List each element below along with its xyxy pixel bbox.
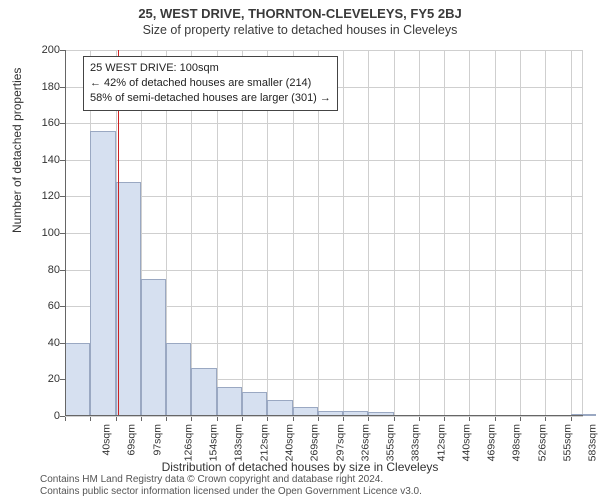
gridline-h — [65, 416, 583, 417]
x-tick-label: 40sqm — [101, 424, 113, 456]
gridline-h — [65, 270, 583, 271]
plot-area: 25 WEST DRIVE: 100sqm ← 42% of detached … — [65, 50, 583, 416]
x-tick-label: 326sqm — [359, 424, 371, 461]
x-axis-label: Distribution of detached houses by size … — [0, 460, 600, 474]
gridline-v — [394, 50, 395, 416]
gridline-v — [444, 50, 445, 416]
gridline-h — [65, 50, 583, 51]
gridline-v — [545, 50, 546, 416]
y-tick-label: 180 — [5, 81, 60, 93]
x-tick-label: 469sqm — [486, 424, 498, 461]
x-tick-label: 440sqm — [460, 424, 472, 461]
x-tick-label: 69sqm — [126, 424, 138, 456]
y-tick-label: 120 — [5, 190, 60, 202]
footer-line-1: Contains HM Land Registry data © Crown c… — [40, 474, 590, 486]
x-tick-label: 269sqm — [309, 424, 321, 461]
gridline-h — [65, 160, 583, 161]
x-tick-label: 583sqm — [587, 424, 599, 461]
gridline-v — [368, 50, 369, 416]
x-tick-label: 383sqm — [410, 424, 422, 461]
histogram-bar — [166, 343, 191, 416]
histogram-bar — [242, 392, 267, 416]
x-tick-label: 526sqm — [536, 424, 548, 461]
gridline-h — [65, 196, 583, 197]
histogram-bar — [191, 368, 216, 416]
info-line-2: ← 42% of detached houses are smaller (21… — [90, 76, 331, 91]
gridline-v — [582, 50, 583, 416]
y-tick-label: 160 — [5, 117, 60, 129]
histogram-bar — [267, 400, 292, 416]
footer-line-2: Contains public sector information licen… — [40, 486, 590, 498]
x-tick-label: 498sqm — [511, 424, 523, 461]
info-box: 25 WEST DRIVE: 100sqm ← 42% of detached … — [83, 56, 338, 111]
x-tick-label: 412sqm — [435, 424, 447, 461]
histogram-bar — [116, 182, 141, 416]
gridline-v — [571, 50, 572, 416]
histogram-bar — [90, 131, 115, 416]
y-tick-label: 40 — [5, 337, 60, 349]
x-tick-label: 555sqm — [561, 424, 573, 461]
histogram-bar — [217, 387, 242, 416]
info-line-3: 58% of semi-detached houses are larger (… — [90, 91, 331, 106]
gridline-v — [419, 50, 420, 416]
chart-subtitle: Size of property relative to detached ho… — [0, 21, 600, 37]
y-tick-label: 60 — [5, 300, 60, 312]
x-tick-label: 183sqm — [233, 424, 245, 461]
footer: Contains HM Land Registry data © Crown c… — [40, 474, 590, 498]
y-tick-label: 200 — [5, 44, 60, 56]
x-axis-line — [65, 415, 583, 416]
x-tick-label: 240sqm — [283, 424, 295, 461]
x-tick-label: 355sqm — [384, 424, 396, 461]
gridline-v — [520, 50, 521, 416]
histogram-bar — [141, 279, 166, 416]
y-tick-label: 20 — [5, 373, 60, 385]
x-tick-label: 297sqm — [334, 424, 346, 461]
y-tick-label: 80 — [5, 264, 60, 276]
gridline-v — [343, 50, 344, 416]
histogram-bar — [65, 343, 90, 416]
chart-title: 25, WEST DRIVE, THORNTON-CLEVELEYS, FY5 … — [0, 0, 600, 21]
gridline-v — [495, 50, 496, 416]
gridline-h — [65, 233, 583, 234]
x-tick-label: 154sqm — [207, 424, 219, 461]
y-tick-label: 140 — [5, 154, 60, 166]
y-tick-label: 100 — [5, 227, 60, 239]
y-tick-label: 0 — [5, 410, 60, 422]
info-line-1: 25 WEST DRIVE: 100sqm — [90, 61, 331, 76]
gridline-h — [65, 123, 583, 124]
x-tick-label: 126sqm — [182, 424, 194, 461]
gridline-v — [469, 50, 470, 416]
y-axis-line — [65, 50, 66, 416]
x-tick-label: 97sqm — [151, 424, 163, 456]
x-tick-label: 212sqm — [258, 424, 270, 461]
